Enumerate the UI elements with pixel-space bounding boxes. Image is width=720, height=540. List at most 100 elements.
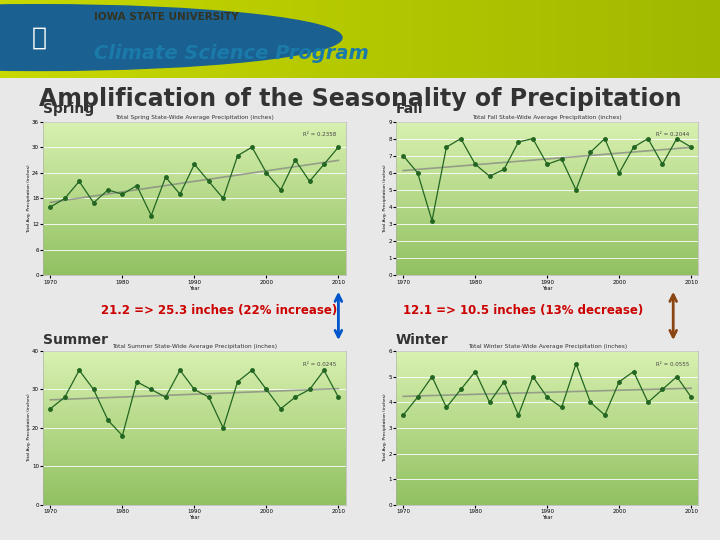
Bar <box>396 185 698 186</box>
Bar <box>43 205 346 206</box>
Bar <box>396 201 698 203</box>
Bar <box>43 447 346 448</box>
Bar <box>396 351 698 353</box>
Bar <box>396 474 698 476</box>
Text: Amplification of the Seasonality of Precipitation: Amplification of the Seasonality of Prec… <box>39 86 681 111</box>
Bar <box>396 453 698 454</box>
Bar <box>396 422 698 423</box>
Bar <box>43 387 346 388</box>
Bar <box>43 163 346 165</box>
Y-axis label: Total Avg. Precipitation (inches): Total Avg. Precipitation (inches) <box>383 394 387 462</box>
Bar <box>43 239 346 240</box>
Bar <box>43 487 346 488</box>
Text: R² = 0.2044: R² = 0.2044 <box>656 132 689 137</box>
Bar <box>43 414 346 416</box>
Bar <box>396 353 698 354</box>
Bar <box>43 371 346 373</box>
Bar <box>43 225 346 226</box>
Title: Total Fall State-Wide Average Precipitation (inches): Total Fall State-Wide Average Precipitat… <box>472 114 622 120</box>
Bar <box>43 152 346 154</box>
Bar <box>43 149 346 151</box>
Bar <box>43 382 346 383</box>
Bar <box>43 136 346 137</box>
Bar <box>396 394 698 396</box>
Bar <box>43 272 346 274</box>
Bar <box>396 189 698 191</box>
Bar <box>43 254 346 255</box>
Bar <box>396 494 698 496</box>
Bar <box>43 434 346 436</box>
Bar <box>43 194 346 195</box>
Bar <box>43 456 346 457</box>
Bar <box>43 369 346 371</box>
Bar <box>396 228 698 229</box>
Bar <box>396 377 698 379</box>
Bar <box>396 427 698 428</box>
Bar <box>396 382 698 383</box>
Bar <box>43 479 346 480</box>
Bar <box>396 460 698 462</box>
Bar <box>396 208 698 209</box>
Bar <box>43 449 346 451</box>
Bar <box>396 447 698 448</box>
Bar <box>396 388 698 389</box>
Bar <box>43 393 346 394</box>
Bar <box>43 440 346 442</box>
Bar <box>396 459 698 460</box>
Bar <box>396 356 698 357</box>
Bar <box>396 246 698 248</box>
Bar <box>43 181 346 183</box>
Bar <box>396 451 698 453</box>
Bar <box>396 434 698 436</box>
X-axis label: Year: Year <box>542 516 552 521</box>
Bar <box>43 265 346 266</box>
Bar <box>43 474 346 476</box>
Title: Total Summer State-Wide Average Precipitation (inches): Total Summer State-Wide Average Precipit… <box>112 344 277 349</box>
Bar <box>396 138 698 140</box>
Bar <box>43 241 346 243</box>
Bar <box>396 467 698 468</box>
Bar <box>396 497 698 499</box>
Bar <box>43 400 346 402</box>
Bar <box>396 472 698 474</box>
Bar <box>396 487 698 488</box>
Bar <box>43 249 346 251</box>
Bar <box>43 502 346 503</box>
Bar <box>43 429 346 431</box>
Bar <box>396 408 698 409</box>
Text: Summer: Summer <box>43 333 108 347</box>
Bar <box>396 369 698 371</box>
Bar <box>43 431 346 433</box>
Bar <box>43 496 346 497</box>
Bar <box>43 354 346 356</box>
Bar <box>43 257 346 259</box>
Bar <box>396 480 698 482</box>
Bar <box>43 269 346 271</box>
Bar <box>396 499 698 500</box>
Bar <box>396 442 698 443</box>
Bar <box>396 240 698 241</box>
Bar <box>396 199 698 200</box>
Bar <box>396 449 698 451</box>
Bar <box>396 192 698 194</box>
Bar <box>396 249 698 251</box>
Bar <box>43 397 346 399</box>
Bar <box>396 396 698 397</box>
Text: R² = 0.0245: R² = 0.0245 <box>303 362 336 367</box>
Bar <box>43 362 346 363</box>
Bar <box>43 260 346 261</box>
Bar <box>43 174 346 176</box>
Bar <box>43 235 346 237</box>
Bar <box>43 467 346 468</box>
Bar <box>43 360 346 362</box>
Bar <box>43 438 346 440</box>
Bar <box>43 140 346 141</box>
Bar <box>396 226 698 228</box>
Bar <box>396 254 698 255</box>
Bar <box>396 220 698 221</box>
Bar <box>43 200 346 201</box>
Bar <box>396 241 698 243</box>
Bar <box>396 229 698 231</box>
Bar <box>396 237 698 239</box>
Bar <box>396 433 698 434</box>
